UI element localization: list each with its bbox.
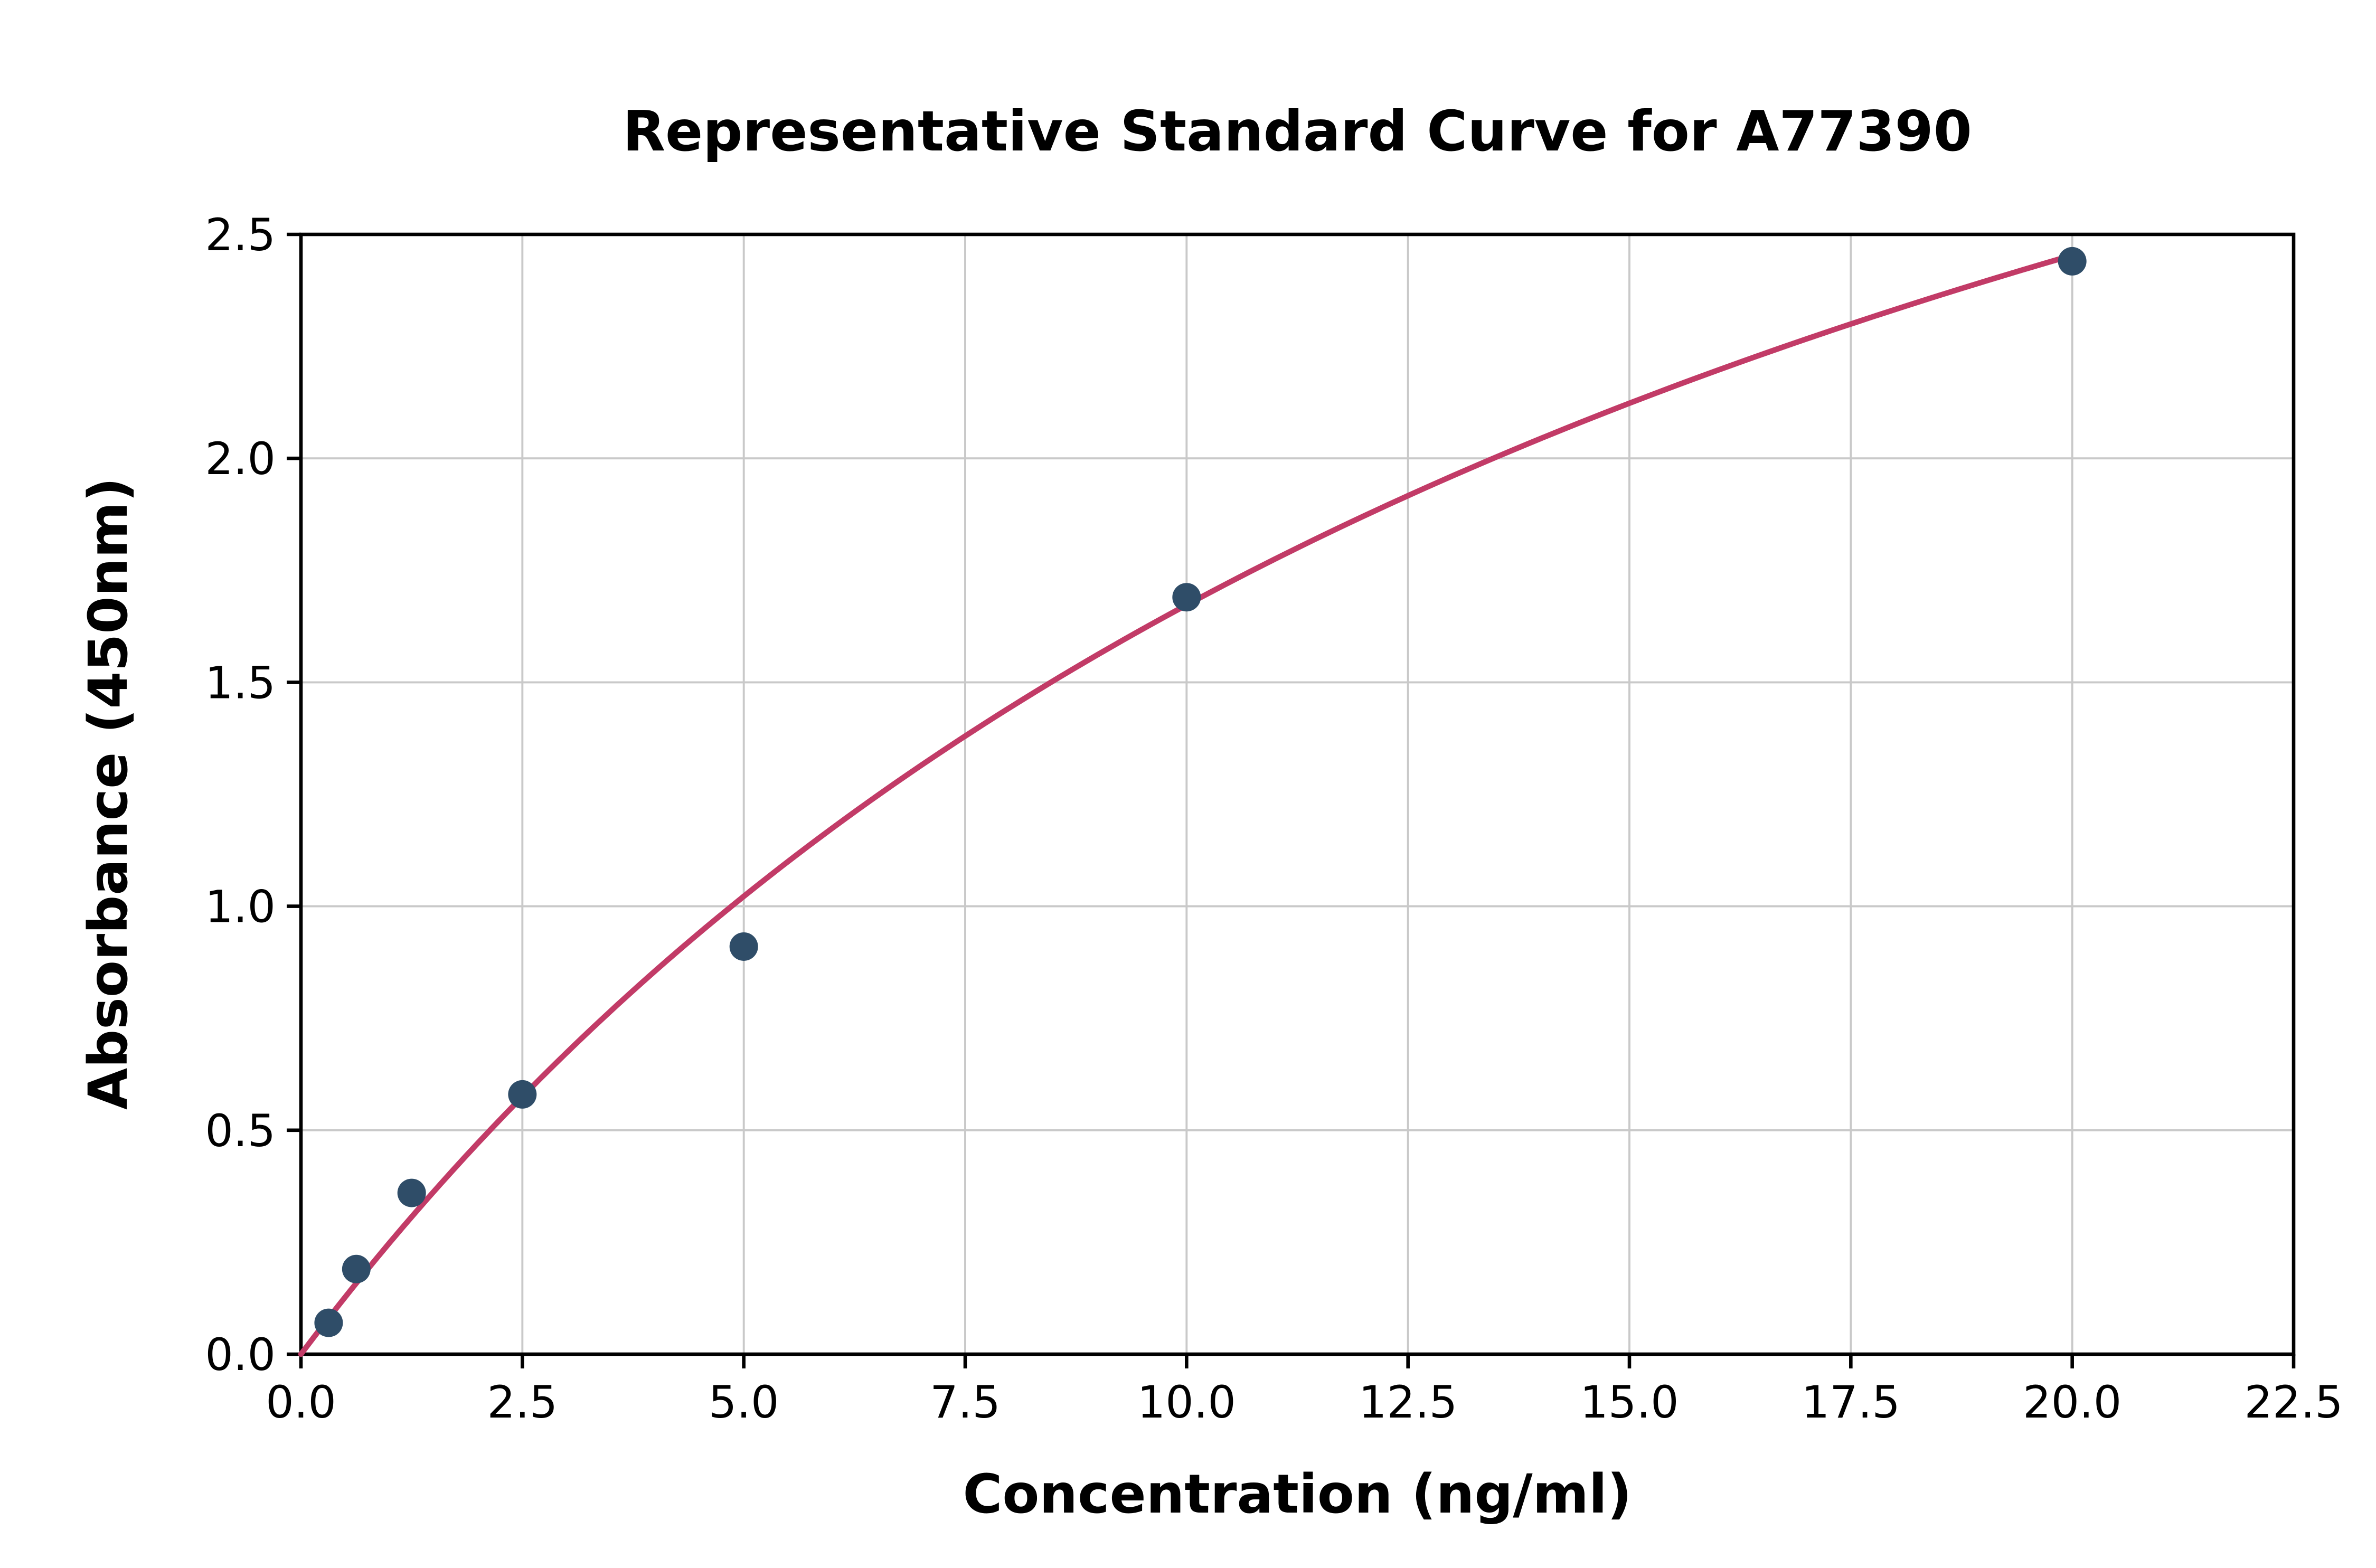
y-axis-label: Absorbance (450nm) (77, 477, 140, 1110)
x-tick-label: 22.5 (2244, 1376, 2343, 1428)
data-point (314, 1308, 343, 1337)
data-point (508, 1080, 537, 1109)
y-tick-label: 2.5 (205, 209, 276, 261)
x-tick-label: 15.0 (1580, 1376, 1679, 1428)
x-tick-label: 2.5 (487, 1376, 558, 1428)
y-tick-label: 0.0 (205, 1329, 276, 1381)
gridlines (300, 233, 2295, 1355)
data-point (1172, 583, 1201, 612)
y-tick-label: 1.5 (205, 657, 276, 709)
y-tick-label: 1.0 (205, 881, 276, 933)
x-tick-label: 7.5 (930, 1376, 1001, 1428)
y-tick-label: 0.5 (205, 1105, 276, 1157)
data-point (342, 1254, 371, 1283)
chart-title: Representative Standard Curve for A77390 (623, 99, 1972, 164)
x-tick-label: 17.5 (1802, 1376, 1900, 1428)
axis-ticks: 0.0 2.5 5.0 7.5 10.0 12.5 15.0 17.5 20.0 22.5 0.0 0… (205, 209, 2343, 1428)
y-tick-label: 2.0 (205, 433, 276, 485)
data-point (729, 932, 758, 961)
x-tick-label: 20.0 (2023, 1376, 2122, 1428)
x-tick-label: 10.0 (1137, 1376, 1236, 1428)
x-tick-label: 0.0 (266, 1376, 336, 1428)
data-point (397, 1178, 426, 1207)
x-tick-label: 12.5 (1359, 1376, 1457, 1428)
x-axis-label: Concentration (ng/ml) (963, 1463, 1632, 1526)
data-points (314, 247, 2087, 1337)
data-point (2058, 247, 2087, 276)
plot-area-border (299, 232, 2296, 1356)
x-tick-label: 5.0 (709, 1376, 779, 1428)
